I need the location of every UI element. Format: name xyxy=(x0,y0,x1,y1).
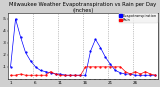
Legend: Evapotranspiration, Rain: Evapotranspiration, Rain xyxy=(119,13,158,23)
Title: Milwaukee Weather Evapotranspiration vs Rain per Day (Inches): Milwaukee Weather Evapotranspiration vs … xyxy=(9,2,157,13)
